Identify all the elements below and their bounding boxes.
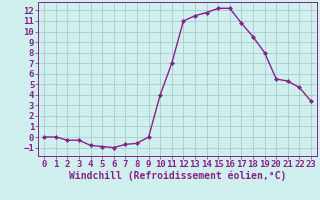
X-axis label: Windchill (Refroidissement éolien,°C): Windchill (Refroidissement éolien,°C) (69, 171, 286, 181)
